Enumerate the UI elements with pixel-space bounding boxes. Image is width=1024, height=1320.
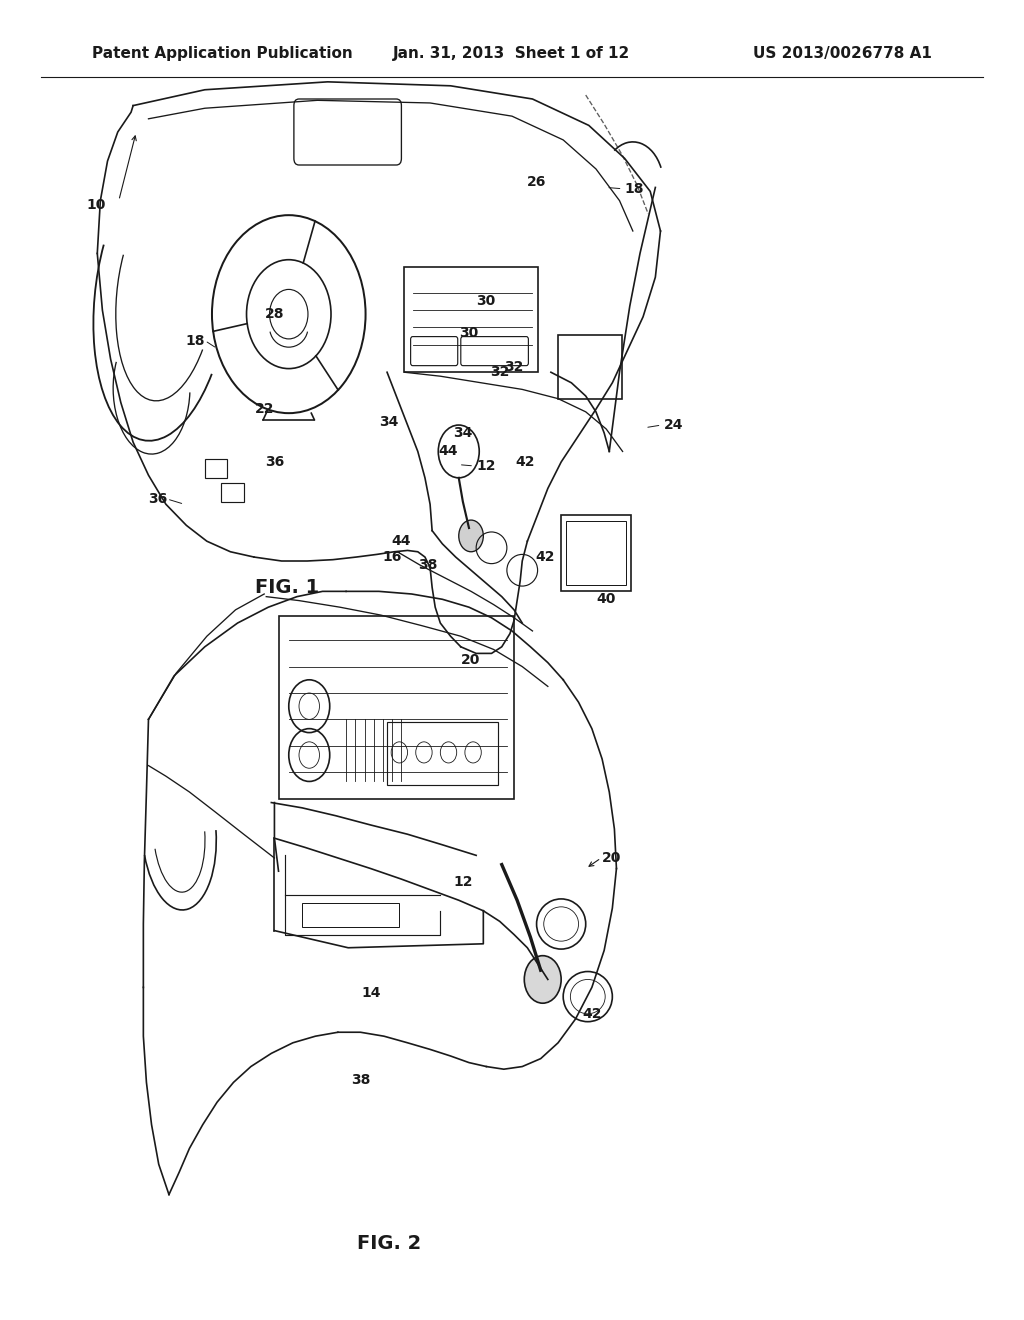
Text: 24: 24 bbox=[664, 418, 683, 432]
Bar bbox=[566, 521, 626, 585]
Text: 44: 44 bbox=[438, 445, 459, 458]
Text: Patent Application Publication: Patent Application Publication bbox=[92, 46, 353, 61]
Bar bbox=[279, 616, 514, 799]
Text: 42: 42 bbox=[535, 550, 555, 564]
Text: 30: 30 bbox=[460, 326, 478, 339]
Text: 18: 18 bbox=[185, 334, 205, 347]
Bar bbox=[302, 903, 399, 927]
Text: 10: 10 bbox=[86, 198, 105, 211]
Text: 30: 30 bbox=[476, 294, 495, 308]
Circle shape bbox=[459, 520, 483, 552]
Text: 44: 44 bbox=[391, 535, 412, 548]
Text: 16: 16 bbox=[383, 550, 401, 564]
Text: 34: 34 bbox=[380, 416, 398, 429]
Text: 26: 26 bbox=[527, 176, 546, 189]
Bar bbox=[221, 483, 244, 502]
Text: 42: 42 bbox=[582, 1007, 602, 1020]
Text: 14: 14 bbox=[360, 986, 381, 999]
Text: 34: 34 bbox=[454, 426, 472, 440]
Bar bbox=[561, 515, 631, 591]
Text: 40: 40 bbox=[597, 593, 615, 606]
Circle shape bbox=[524, 956, 561, 1003]
Bar bbox=[387, 722, 498, 785]
Text: 12: 12 bbox=[453, 875, 473, 888]
Text: 28: 28 bbox=[264, 308, 285, 321]
Text: FIG. 1: FIG. 1 bbox=[255, 578, 318, 597]
Text: 36: 36 bbox=[147, 492, 167, 506]
Text: Jan. 31, 2013  Sheet 1 of 12: Jan. 31, 2013 Sheet 1 of 12 bbox=[393, 46, 631, 61]
Text: US 2013/0026778 A1: US 2013/0026778 A1 bbox=[753, 46, 932, 61]
Text: 20: 20 bbox=[462, 653, 480, 667]
Text: 18: 18 bbox=[625, 182, 644, 195]
Text: 22: 22 bbox=[254, 403, 274, 416]
Text: 42: 42 bbox=[515, 455, 535, 469]
Bar bbox=[558, 335, 622, 399]
Text: 38: 38 bbox=[351, 1073, 370, 1086]
Text: 36: 36 bbox=[265, 455, 284, 469]
Text: FIG. 2: FIG. 2 bbox=[357, 1234, 421, 1253]
Text: 32: 32 bbox=[490, 366, 509, 379]
Text: 38: 38 bbox=[419, 558, 437, 572]
Text: 20: 20 bbox=[602, 851, 622, 865]
Bar bbox=[404, 267, 538, 372]
Text: 32: 32 bbox=[505, 360, 523, 374]
Bar bbox=[205, 459, 227, 478]
Text: 12: 12 bbox=[476, 459, 496, 473]
